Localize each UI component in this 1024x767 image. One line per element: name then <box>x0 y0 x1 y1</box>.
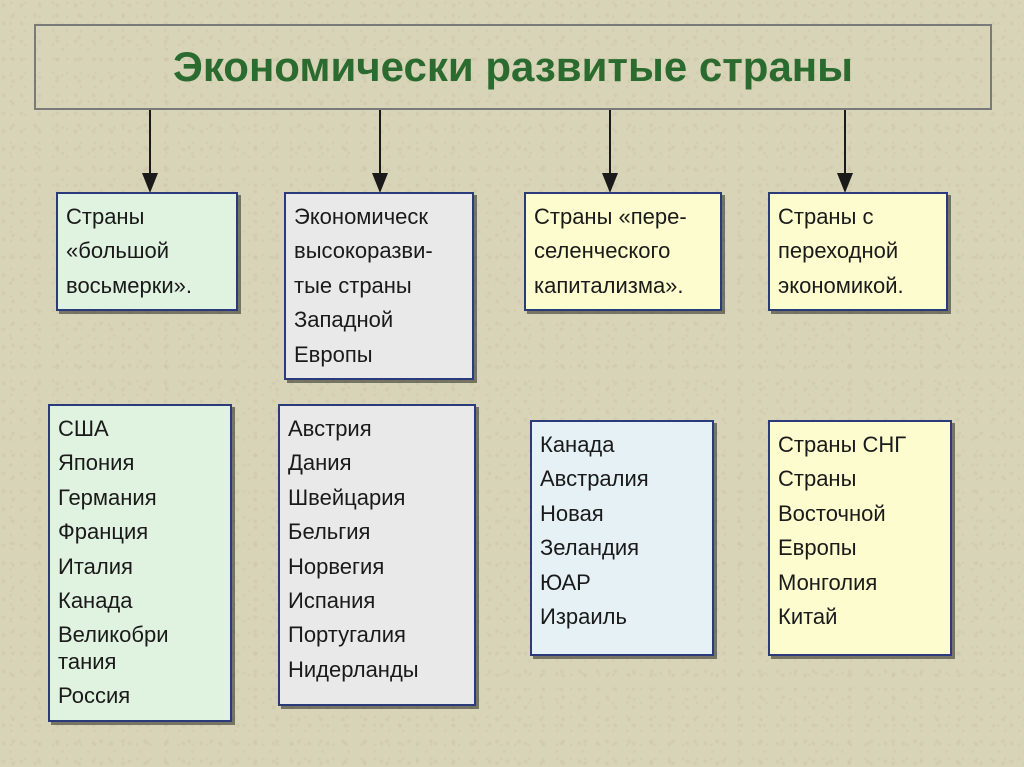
list-1-line: Испания <box>288 588 466 614</box>
list-box-3: Страны СНГ Страны Восточной Европы Монголия К… <box>768 420 952 656</box>
category-0-line: восьмерки». <box>66 273 228 299</box>
list-1-line: Нидерланды <box>288 657 466 683</box>
category-box-2: Страны «пере-селенческого капитализма». <box>524 192 722 311</box>
list-box-1: Австрия Дания Швейцария Бельгия Норвегия Испа… <box>278 404 476 706</box>
category-1-line: Экономическ <box>294 204 464 230</box>
list-0-line: Германия <box>58 485 222 511</box>
list-3-line: Страны <box>778 466 942 492</box>
list-3-line: Страны СНГ <box>778 432 942 458</box>
list-box-2: Канада Австралия Новая Зеландия ЮАР Израиль <box>530 420 714 656</box>
list-0-line: Франция <box>58 519 222 545</box>
category-0-line: Страны <box>66 204 228 230</box>
category-2-line: селенческого <box>534 238 712 264</box>
list-0-line: Япония <box>58 450 222 476</box>
list-0-line: Великобри тания <box>58 622 222 675</box>
title-text: Экономически развитые страны <box>173 43 853 91</box>
list-0-line: Канада <box>58 588 222 614</box>
category-1-line: высокоразви- <box>294 238 464 264</box>
category-3-line: переходной <box>778 238 938 264</box>
list-3-line: Монголия <box>778 570 942 596</box>
list-0-line: США <box>58 416 222 442</box>
category-3-line: Страны с <box>778 204 938 230</box>
list-box-0: США Япония Германия Франция Италия Канада Вели… <box>48 404 232 722</box>
category-box-1: Экономическ высокоразви-тые страны Западно… <box>284 192 474 380</box>
category-2-line: Страны «пере- <box>534 204 712 230</box>
list-1-line: Португалия <box>288 622 466 648</box>
category-1-line: Европы <box>294 342 464 368</box>
category-0-line: «большой <box>66 238 228 264</box>
list-1-line: Швейцария <box>288 485 466 511</box>
category-3-line: экономикой. <box>778 273 938 299</box>
category-1-line: Западной <box>294 307 464 333</box>
list-3-line: Европы <box>778 535 942 561</box>
list-2-line: Зеландия <box>540 535 704 561</box>
list-2-line: Австралия <box>540 466 704 492</box>
list-3-line: Китай <box>778 604 942 630</box>
list-1-line: Австрия <box>288 416 466 442</box>
list-2-line: Канада <box>540 432 704 458</box>
list-1-line: Бельгия <box>288 519 466 545</box>
category-1-line: тые страны <box>294 273 464 299</box>
category-box-3: Страны с переходной экономикой. <box>768 192 948 311</box>
list-3-line: Восточной <box>778 501 942 527</box>
category-2-line: капитализма». <box>534 273 712 299</box>
list-2-line: Израиль <box>540 604 704 630</box>
category-box-0: Страны «большой восьмерки». <box>56 192 238 311</box>
list-1-line: Норвегия <box>288 554 466 580</box>
list-0-line: Италия <box>58 554 222 580</box>
title-box: Экономически развитые страны <box>34 24 992 110</box>
list-2-line: ЮАР <box>540 570 704 596</box>
list-0-line: Россия <box>58 683 222 709</box>
list-1-line: Дания <box>288 450 466 476</box>
list-2-line: Новая <box>540 501 704 527</box>
